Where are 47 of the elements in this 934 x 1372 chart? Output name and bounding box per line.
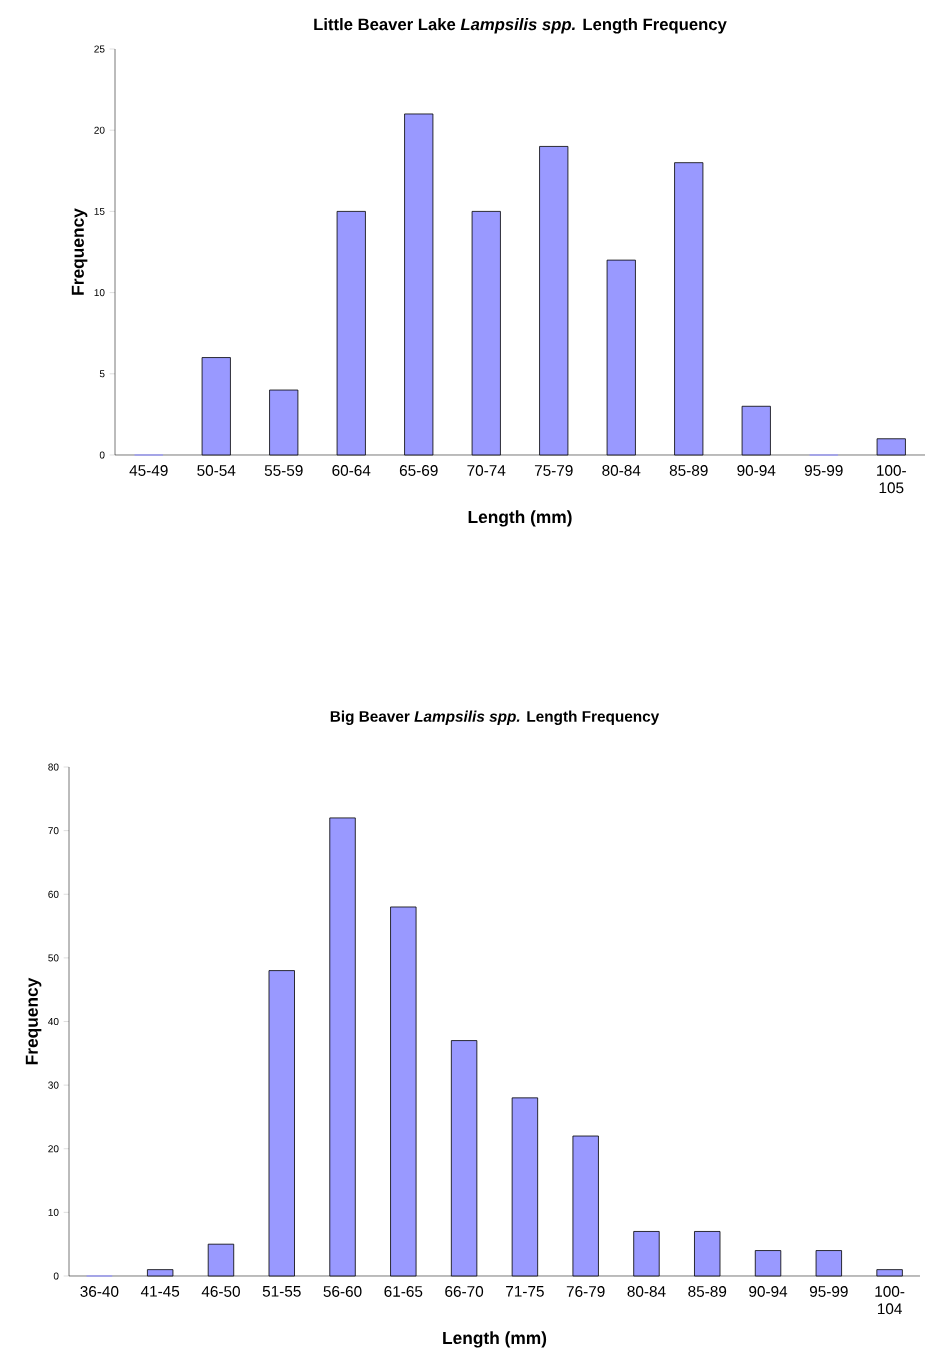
- x-tick-label: 70-74: [467, 465, 506, 476]
- y-tick-label: 20: [94, 126, 105, 134]
- x-tick-label: 95-99: [804, 465, 843, 476]
- x-axis-title: Length (mm): [468, 510, 572, 527]
- x-axis-title: Length (mm): [443, 1331, 547, 1348]
- x-tick-label: 50-54: [197, 465, 236, 476]
- x-tick-label: 100-105: [877, 465, 906, 494]
- x-tick-label: 56-60: [323, 1286, 362, 1297]
- y-tick-label: 10: [94, 289, 105, 297]
- x-tick-label: 51-55: [262, 1286, 301, 1297]
- x-tick-label: 76-79: [566, 1286, 605, 1297]
- y-axis-title: Frequency: [25, 977, 42, 1065]
- y-tick-label: 80: [48, 763, 59, 771]
- y-tick-label: 40: [48, 1017, 59, 1026]
- x-tick-label: 90-94: [749, 1286, 788, 1297]
- x-tick-label: 36-40: [80, 1286, 119, 1297]
- y-tick-label: 0: [99, 451, 105, 459]
- x-tick-label: 71-75: [506, 1286, 544, 1297]
- y-tick-label: 30: [48, 1081, 59, 1089]
- y-tick-label: 10: [48, 1208, 59, 1216]
- x-tick-label: 55-59: [264, 465, 303, 476]
- chart-title: Big Beaver Lampsilis spp. Length Frequency: [330, 710, 660, 725]
- y-tick-label: 20: [48, 1145, 59, 1153]
- y-axis-title: Frequency: [71, 208, 88, 295]
- y-tick-label: 70: [48, 827, 59, 835]
- x-tick-label: 85-89: [669, 465, 708, 476]
- x-tick-label: 60-64: [332, 465, 371, 476]
- x-tick-label: 41-45: [140, 1286, 180, 1297]
- chart-title: Little Beaver Lake Lampsilis spp. Length Frequency: [314, 18, 727, 34]
- x-tick-label: 95-99: [809, 1286, 848, 1297]
- x-tick-label: 46-50: [201, 1286, 240, 1297]
- y-tick-label: 15: [94, 207, 105, 215]
- x-tick-label: 100-104: [875, 1286, 905, 1315]
- y-tick-label: 60: [48, 890, 59, 898]
- x-tick-label: 45-49: [129, 465, 168, 476]
- x-tick-label: 80-84: [602, 465, 641, 476]
- x-tick-label: 75-79: [534, 465, 573, 476]
- y-tick-label: 5: [99, 370, 105, 378]
- x-tick-label: 90-94: [737, 465, 776, 476]
- x-tick-label: 85-89: [688, 1286, 727, 1297]
- y-tick-label: 0: [53, 1272, 59, 1280]
- x-tick-label: 80-84: [627, 1286, 666, 1297]
- x-tick-label: 61-65: [384, 1286, 423, 1297]
- y-tick-label: 50: [48, 954, 59, 962]
- y-tick-label: 25: [94, 45, 105, 53]
- x-tick-label: 65-69: [399, 465, 438, 476]
- x-tick-label: 66-70: [445, 1286, 484, 1297]
